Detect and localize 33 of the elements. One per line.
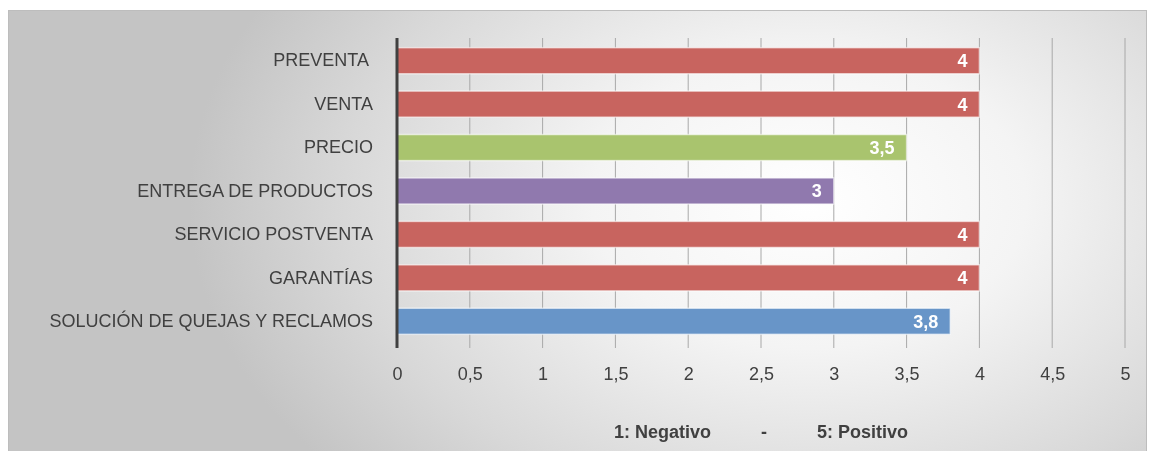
y-tick-label: SOLUCIÓN DE QUEJAS Y RECLAMOS — [49, 310, 373, 332]
data-label: 4 — [957, 268, 968, 289]
bar — [396, 46, 981, 75]
y-tick-label: GARANTÍAS — [268, 267, 373, 288]
x-tick-label: 4,5 — [1040, 364, 1066, 385]
x-tick-label: 4 — [974, 364, 985, 385]
bar — [396, 90, 981, 118]
bar — [396, 307, 952, 336]
data-label: 4 — [957, 51, 968, 72]
x-tick-label: 5 — [1120, 364, 1131, 385]
y-tick-label: PRECIO — [303, 137, 373, 158]
bar — [396, 177, 835, 205]
x-tick-label: 2,5 — [748, 364, 775, 385]
data-label: 3 — [811, 181, 822, 202]
bar — [396, 133, 908, 162]
x-tick-label: 1,5 — [603, 364, 629, 385]
data-label: 3,8 — [913, 311, 939, 332]
data-label: 4 — [957, 224, 968, 245]
y-tick-label: SERVICIO POSTVENTA — [174, 224, 373, 245]
data-label: 3,5 — [869, 138, 895, 159]
y-tick-label: ENTREGA DE PRODUCTOS — [137, 180, 373, 201]
bar — [396, 220, 981, 249]
x-tick-label: 3,5 — [894, 364, 920, 385]
y-tick-label: PREVENTA — [273, 50, 373, 71]
data-label: 4 — [957, 94, 968, 115]
x-tick-label: 2 — [683, 364, 694, 385]
x-tick-label: 1 — [538, 364, 549, 385]
bar — [396, 264, 981, 292]
y-tick-label: VENTA — [314, 93, 373, 114]
x-tick-label: 0 — [392, 364, 403, 385]
x-axis-title: 1: Negativo - 5: Positivo — [613, 422, 909, 443]
x-tick-label: 0,5 — [457, 364, 483, 385]
x-tick-label: 3 — [829, 364, 840, 385]
